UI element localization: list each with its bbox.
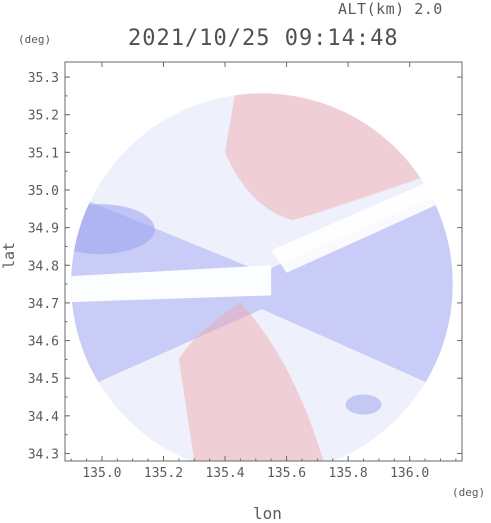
negative-region-southeast (345, 394, 382, 415)
y-tick-label: 34.3 (28, 447, 59, 462)
x-tick-label: 135.0 (82, 466, 121, 481)
axis-ticks: 135.0 135.2 135.4 135.6 135.8 136.0 34.3 34.4 34… (28, 62, 462, 481)
zero-corridor-west (71, 265, 272, 303)
y-tick-label: 35.2 (28, 109, 59, 124)
x-tick-label: 135.8 (329, 466, 368, 481)
negative-region-west-core (71, 204, 155, 255)
y-tick-label: 34.4 (28, 410, 59, 425)
y-tick-label: 34.8 (28, 259, 59, 274)
speckle-negative (350, 77, 358, 85)
x-tick-label: 136.0 (390, 466, 429, 481)
speckle-positive (368, 72, 378, 82)
x-axis-label: lon (253, 504, 282, 523)
y-tick-label: 34.7 (28, 297, 59, 312)
radar-field (71, 72, 453, 461)
timestamp-title: 2021/10/25 09:14:48 (128, 26, 399, 51)
x-tick-label: 135.2 (144, 466, 183, 481)
y-unit-label: (deg) (18, 33, 52, 46)
y-tick-label: 35.0 (28, 184, 59, 199)
plot-frame (64, 61, 463, 462)
altitude-label: ALT(km) 2.0 (338, 0, 443, 18)
x-unit-label: (deg) (452, 486, 486, 499)
zero-corridor-east (271, 171, 453, 273)
y-tick-label: 34.9 (28, 222, 59, 237)
y-tick-label: 35.1 (28, 146, 59, 161)
y-tick-label: 34.5 (28, 372, 59, 387)
y-tick-label: 35.3 (28, 71, 59, 86)
y-tick-label: 34.6 (28, 335, 59, 350)
positive-region-south (178, 302, 324, 461)
x-tick-label: 135.6 (267, 466, 306, 481)
x-tick-label: 135.4 (205, 466, 244, 481)
